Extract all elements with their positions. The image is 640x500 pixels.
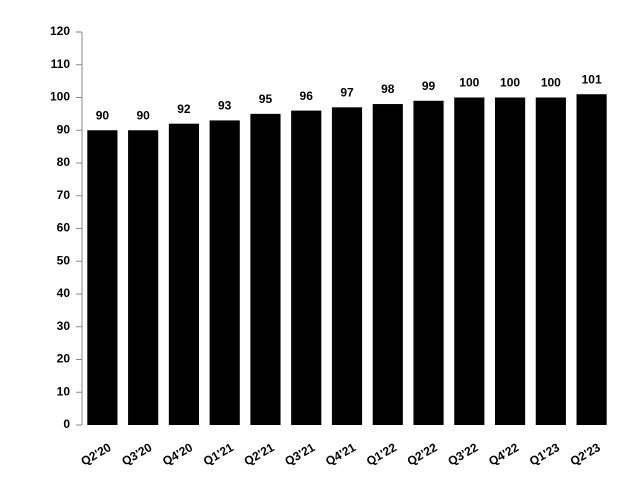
bar bbox=[87, 130, 118, 425]
bar bbox=[494, 97, 526, 425]
data-label: 96 bbox=[300, 89, 314, 103]
data-label: 92 bbox=[177, 102, 191, 116]
data-label: 100 bbox=[459, 76, 479, 90]
x-tick-label: Q2'20 bbox=[79, 440, 114, 468]
x-tick-label: Q3'22 bbox=[445, 440, 480, 468]
y-tick-label: 20 bbox=[57, 352, 71, 366]
x-tick-label: Q4'22 bbox=[486, 440, 521, 468]
data-label: 100 bbox=[541, 76, 561, 90]
bar bbox=[128, 130, 159, 425]
bar bbox=[372, 104, 403, 426]
data-label: 97 bbox=[340, 85, 354, 99]
bar bbox=[168, 123, 200, 425]
data-label: 95 bbox=[259, 92, 273, 106]
y-tick-label: 60 bbox=[57, 221, 71, 235]
y-tick-label: 40 bbox=[57, 286, 71, 300]
bar bbox=[331, 107, 363, 425]
data-label: 93 bbox=[218, 99, 232, 113]
data-label: 101 bbox=[582, 72, 602, 86]
y-tick-label: 0 bbox=[63, 417, 70, 431]
bar bbox=[576, 94, 607, 425]
y-tick-label: 10 bbox=[57, 384, 71, 398]
y-tick-label: 90 bbox=[57, 122, 71, 136]
x-tick-label: Q1'22 bbox=[364, 440, 399, 468]
y-tick-label: 50 bbox=[57, 253, 71, 267]
y-tick-label: 110 bbox=[51, 57, 71, 71]
x-tick-label: Q4'20 bbox=[160, 440, 195, 468]
x-tick-label: Q4'21 bbox=[323, 440, 358, 468]
bar bbox=[535, 97, 566, 425]
bar bbox=[209, 120, 240, 426]
data-label: 90 bbox=[136, 108, 150, 122]
bar bbox=[250, 113, 281, 425]
x-tick-label: Q2'21 bbox=[242, 440, 277, 468]
bar bbox=[291, 110, 322, 425]
y-tick-label: 80 bbox=[57, 155, 71, 169]
data-label: 99 bbox=[422, 79, 436, 93]
bar bbox=[413, 100, 444, 426]
x-tick-label: Q1'23 bbox=[527, 440, 562, 468]
x-tick-label: Q1'21 bbox=[201, 440, 236, 468]
x-tick-label: Q2'23 bbox=[568, 440, 603, 468]
data-label: 90 bbox=[96, 108, 110, 122]
data-label: 100 bbox=[500, 76, 520, 90]
y-tick-label: 30 bbox=[57, 319, 71, 333]
x-tick-label: Q3'21 bbox=[282, 440, 317, 468]
x-tick-label: Q2'22 bbox=[405, 440, 440, 468]
y-tick-label: 100 bbox=[50, 90, 70, 104]
bar bbox=[454, 97, 485, 425]
y-tick-label: 120 bbox=[50, 24, 70, 38]
x-tick-label: Q3'20 bbox=[119, 440, 154, 468]
y-tick-label: 70 bbox=[57, 188, 71, 202]
data-label: 98 bbox=[381, 82, 395, 96]
